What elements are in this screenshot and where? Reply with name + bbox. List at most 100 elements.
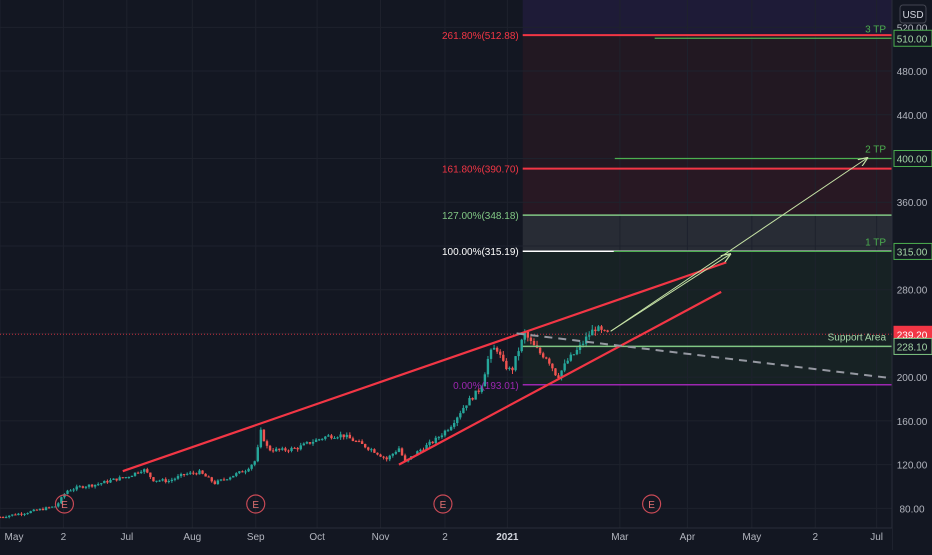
- candle-body: [60, 497, 63, 504]
- candle-body: [511, 367, 514, 371]
- candle-body: [189, 472, 192, 474]
- candle-body: [456, 417, 459, 424]
- candle-body: [44, 507, 48, 511]
- candle-body: [222, 479, 226, 481]
- candle-body: [563, 363, 566, 371]
- target-price-tag-3-tp: 510.00: [893, 29, 932, 47]
- candle-body: [572, 354, 576, 356]
- candle-body: [373, 449, 376, 453]
- arrow-to-tp2: [610, 159, 867, 332]
- price-tick-label: 280.00: [897, 286, 928, 297]
- time-tick-label: 2: [442, 532, 448, 543]
- target-name-3-tp: 3 TP: [865, 24, 886, 35]
- candle-body: [538, 347, 542, 354]
- target-price-tag-3-tp-box: [893, 29, 932, 47]
- candle-body: [348, 434, 352, 439]
- candle-body: [551, 363, 554, 369]
- candle-body: [305, 442, 309, 444]
- candle-body: [271, 450, 275, 452]
- candle-body: [483, 374, 487, 387]
- candle-body: [136, 472, 140, 474]
- candle-body: [480, 386, 484, 392]
- arrow-to-tp1: [610, 255, 730, 332]
- candle-body: [1, 517, 5, 519]
- candle-body: [449, 426, 453, 431]
- candle-body: [394, 451, 398, 454]
- candle-body: [581, 343, 585, 345]
- earnings-marker-label: E: [440, 500, 447, 511]
- candle-body: [281, 448, 284, 450]
- time-tick-label: 2: [61, 532, 67, 543]
- time-tick-label: Mar: [611, 532, 629, 543]
- candle-body: [90, 484, 94, 487]
- time-axis[interactable]: May 2 Jul Aug Sep Oct Nov 2 2021 Mar Apr May 2 Jul: [0, 527, 892, 550]
- candle-body: [336, 437, 339, 439]
- candle-body: [146, 469, 149, 473]
- candle-body: [578, 344, 582, 350]
- candle-body: [575, 349, 579, 355]
- target-name-2-tp: 2 TP: [865, 145, 886, 156]
- price-tick-label: 360.00: [897, 198, 928, 209]
- candle-body: [93, 484, 97, 487]
- candle-body: [50, 506, 54, 508]
- candle-body: [541, 353, 545, 358]
- candle-body: [158, 480, 161, 482]
- earnings-marker[interactable]: E: [54, 494, 75, 514]
- target-name-1-tp: 1 TP: [865, 237, 886, 248]
- candle-body: [523, 331, 526, 340]
- earnings-marker[interactable]: E: [246, 494, 266, 514]
- price-tick-label: 160.00: [897, 417, 928, 428]
- candle-body: [357, 441, 361, 443]
- candle-body: [324, 436, 327, 439]
- candle-body: [505, 360, 508, 370]
- chart-labels: 0.00%(193.01) 100.00%(315.19) 127.00%(348.…: [442, 24, 886, 392]
- projection-dashed-line: [516, 332, 893, 380]
- candle-body: [247, 468, 250, 472]
- candle-body: [241, 471, 244, 473]
- candle-body: [588, 335, 591, 337]
- zone-127-161: [522, 168, 892, 216]
- candle-body: [219, 479, 223, 481]
- price-tick-label: 520.00: [897, 23, 928, 34]
- candle-body: [514, 356, 517, 371]
- candle-body: [121, 477, 124, 479]
- candle-body: [97, 484, 100, 486]
- candle-body: [106, 480, 109, 483]
- candle-body: [35, 509, 39, 511]
- earnings-marker-label: E: [252, 500, 259, 511]
- candle-body: [57, 503, 60, 507]
- earnings-marker-circle: [54, 494, 75, 514]
- candle-body: [66, 490, 69, 494]
- price-tick-label: 440.00: [897, 111, 928, 122]
- time-tick-label: Aug: [183, 532, 201, 543]
- candle-body: [333, 437, 336, 439]
- candle-body: [397, 448, 401, 452]
- support-price-tag-text: 228.10: [897, 342, 928, 353]
- candle-body: [545, 357, 548, 359]
- candle-body: [253, 461, 256, 465]
- candle-body: [529, 337, 533, 341]
- candle-body: [32, 509, 35, 512]
- earnings-marker[interactable]: E: [642, 494, 662, 514]
- candle-body: [14, 514, 17, 516]
- candle-body: [115, 478, 118, 481]
- candle-body: [54, 506, 57, 508]
- price-tick-label: 480.00: [897, 67, 928, 78]
- candle-body: [376, 452, 379, 455]
- current-price-tag-text: 239.20: [897, 330, 928, 341]
- price-axis[interactable]: 80.00120.00160.00200.00240.00280.00320.0…: [891, 0, 932, 550]
- candle-body: [388, 455, 391, 460]
- candle-body: [440, 435, 444, 438]
- earnings-marker[interactable]: E: [433, 494, 453, 514]
- time-tick-label: Jul: [870, 532, 883, 543]
- candle-body: [204, 473, 207, 477]
- currency-button[interactable]: USD: [899, 4, 927, 24]
- candle-body: [363, 443, 367, 448]
- candle-body: [437, 437, 441, 439]
- candle-body: [11, 514, 14, 516]
- time-tick-label: Jul: [120, 532, 133, 543]
- candle-body: [232, 475, 235, 478]
- candle-body: [419, 449, 422, 452]
